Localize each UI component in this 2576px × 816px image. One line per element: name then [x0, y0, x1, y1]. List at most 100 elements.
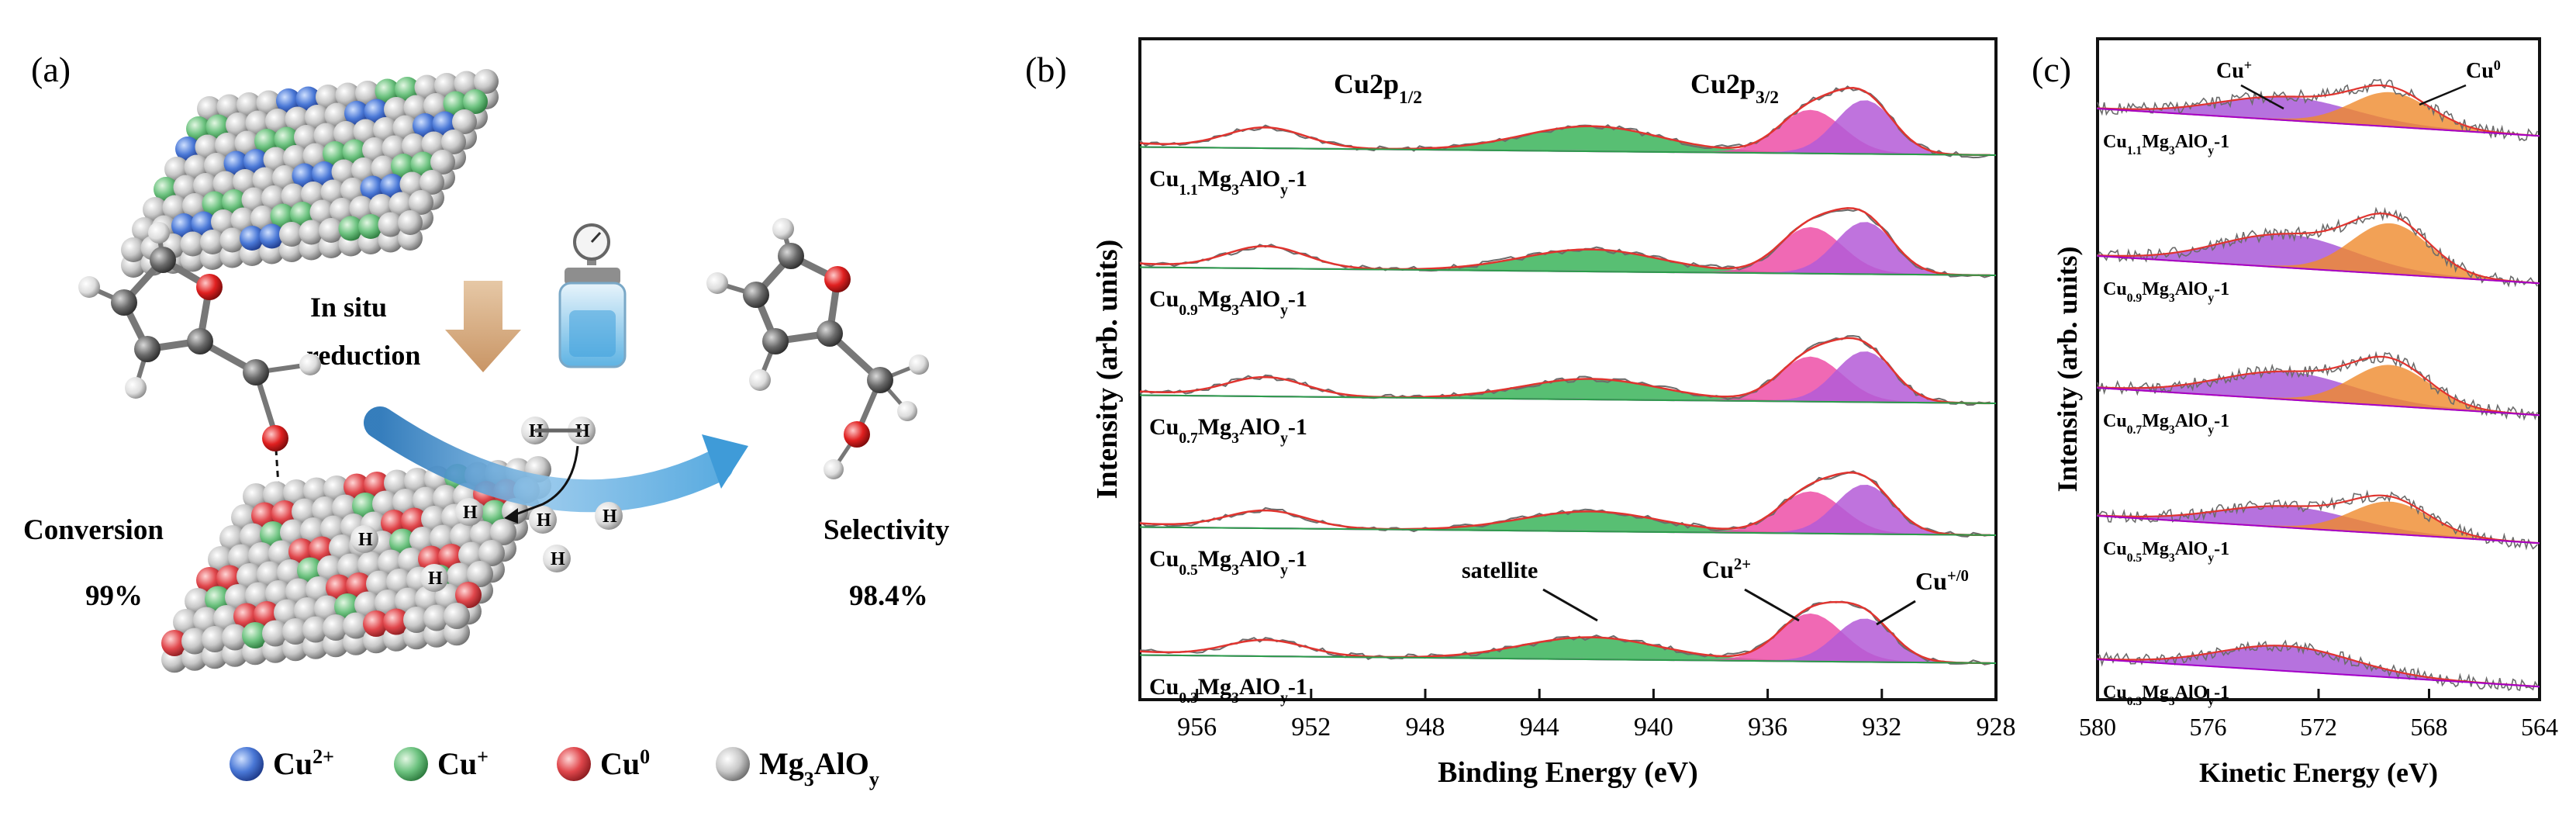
x-tick-label: 940	[1634, 713, 1673, 742]
x-axis-title: Kinetic Energy (eV)	[2199, 757, 2438, 788]
background-line	[1139, 146, 1997, 156]
h-atom	[125, 377, 147, 399]
panel-c-label: (c)	[2032, 50, 2071, 89]
fit-envelope	[1139, 87, 1991, 157]
h-atom	[897, 401, 917, 421]
y-axis-title: Intensity (arb. units)	[2052, 246, 2083, 492]
annotation-cu2plus: Cu2+	[1702, 555, 1751, 584]
annotation-pointer	[1876, 600, 1916, 626]
hydrogen-atom-label: H	[537, 510, 551, 531]
xps-cu2p-plot-frame	[1138, 37, 1998, 701]
h-atom	[909, 354, 929, 375]
lattice-atom	[455, 582, 482, 608]
o-atom	[844, 421, 870, 448]
lattice-atom	[490, 519, 516, 545]
x-tick-label: 948	[1406, 713, 1445, 742]
legend-label: Cu+	[437, 745, 489, 782]
lattice-atom	[219, 227, 245, 253]
hydrogen-atom-label: H	[575, 421, 590, 441]
panel-b-label: (b)	[1025, 50, 1067, 89]
lattice-atom	[259, 223, 285, 249]
legend-label: Cu2+	[273, 745, 334, 782]
series-label: Cu0.7Mg3AlOy-1	[1149, 414, 1307, 447]
annotation-cu0: Cu0	[2466, 57, 2501, 83]
hydrogen-atom	[595, 502, 623, 530]
lattice-atom	[378, 212, 403, 237]
hydrogen-atom-label: H	[603, 507, 617, 527]
lattice-atom	[420, 170, 444, 195]
x-tick-label: 568	[2411, 713, 2448, 741]
x-tick-label: 944	[1520, 713, 1559, 742]
fit-envelope	[1139, 600, 1991, 665]
legend-swatch	[394, 747, 428, 781]
lattice-atom	[383, 608, 409, 635]
x-tick-label: 572	[2300, 713, 2337, 741]
h-atom	[772, 218, 794, 240]
annotation-cuplus0: Cu+/0	[1915, 567, 1969, 596]
adsorbed-hydrogen-atoms: HHHHHHHH	[350, 417, 623, 592]
catalyst-slab-before	[121, 69, 499, 278]
c-atom	[150, 247, 176, 273]
legend-label: Cu0	[600, 745, 650, 782]
fit-envelope	[2097, 355, 2538, 417]
fit-envelope	[2097, 494, 2538, 545]
annotation-pointer	[2240, 84, 2284, 110]
h-atom	[299, 354, 321, 375]
annotation-pointer	[2419, 84, 2467, 106]
legend-swatch	[230, 747, 264, 781]
background-line	[2097, 255, 2540, 285]
step-label-line2: reduction	[306, 340, 420, 371]
background-line	[2097, 659, 2540, 688]
lattice-atom	[478, 540, 505, 566]
lattice-atom	[240, 226, 264, 251]
hydrogen-atom-label: H	[551, 549, 565, 569]
h-atom	[148, 222, 170, 244]
background-line	[2097, 387, 2540, 417]
lattice-atom	[343, 612, 369, 639]
panel-a-label: (a)	[31, 50, 71, 89]
hydrogen-atom-label: H	[463, 503, 478, 523]
lattice-atom	[338, 216, 364, 241]
lattice-atom	[398, 210, 423, 235]
hydrogen-atom	[529, 506, 557, 534]
c-atom	[187, 328, 213, 354]
c-atom	[867, 367, 893, 393]
x-tick-label: 952	[1291, 713, 1331, 742]
series-label: Cu1.1Mg3AlOy-1	[2103, 132, 2229, 157]
lattice-atom	[299, 220, 324, 245]
lattice-atom	[222, 624, 248, 651]
series-label: Cu0.5Mg3AlOy-1	[2103, 539, 2229, 565]
o-atom	[824, 266, 851, 292]
conversion-value: 99%	[85, 580, 143, 612]
legend-swatch	[557, 747, 591, 781]
lattice-atom	[363, 610, 389, 637]
lattice-atom	[200, 230, 225, 254]
o-atom	[196, 274, 223, 300]
x-axis-title: Binding Energy (eV)	[1438, 756, 1698, 789]
fit-envelope	[1139, 472, 1991, 537]
lattice-atom	[430, 150, 455, 175]
o-atom	[262, 425, 288, 451]
series-label: Cu0.3Mg3AlOy-1	[1149, 674, 1307, 707]
c-atom	[762, 328, 789, 354]
raw-spectrum	[2097, 351, 2538, 421]
step-label-line1: In situ	[310, 292, 387, 323]
hydrogen-atom	[350, 525, 378, 553]
lattice-atom	[452, 109, 477, 134]
h-atom	[749, 369, 771, 391]
hydrogen-atom	[543, 545, 571, 572]
c-atom	[778, 243, 804, 269]
series-label: Cu0.5Mg3AlOy-1	[1149, 546, 1307, 579]
region-label-2p32: Cu2p3/2	[1690, 68, 1779, 108]
lattice-atom	[282, 618, 309, 645]
panel-b: (b) Cu1.1Mg3AlOy-1 Cu0.9Mg3AlOy-1 Cu0.7Mg3…	[1025, 37, 2016, 789]
panel-a: (a) In situ reduction Conversion 99% Sel…	[23, 50, 950, 790]
x-tick-label: 564	[2521, 713, 2558, 741]
c-atom	[243, 359, 269, 386]
lattice-atom	[409, 190, 433, 215]
lattice-atom	[444, 603, 470, 629]
legend-label: Mg3AlOy	[759, 746, 879, 790]
region-label-2p12: Cu2p1/2	[1334, 68, 1422, 108]
x-tick-label: 576	[2190, 713, 2227, 741]
